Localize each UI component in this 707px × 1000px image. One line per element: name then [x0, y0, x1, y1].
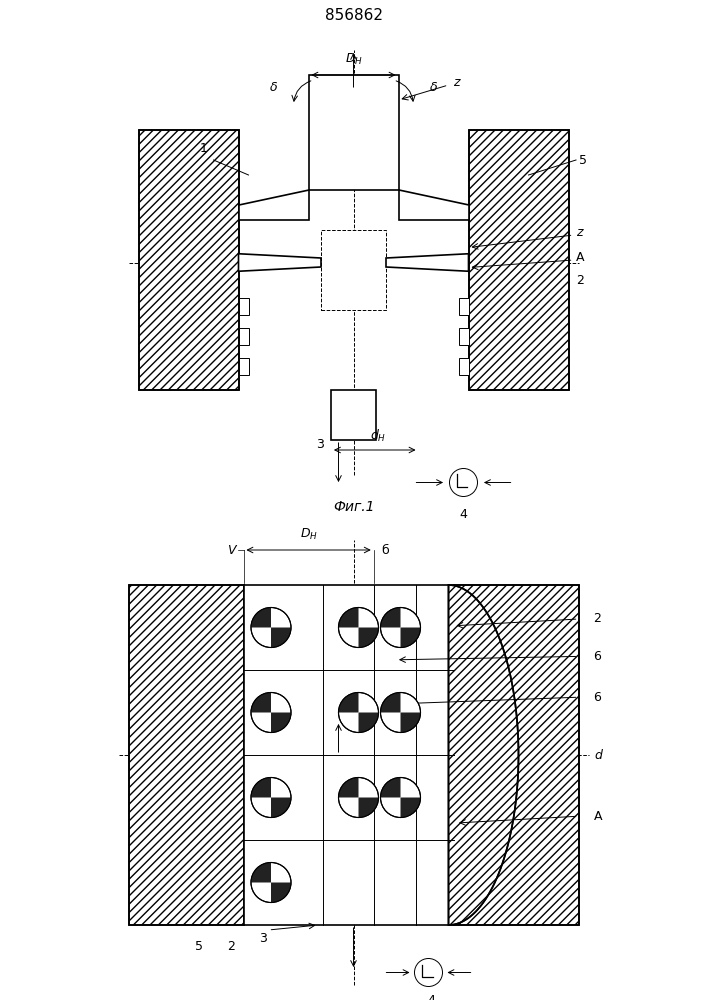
- Text: 6: 6: [593, 650, 602, 663]
- Polygon shape: [386, 254, 469, 271]
- Bar: [139, 130, 238, 390]
- Text: 5: 5: [578, 153, 587, 166]
- Circle shape: [380, 778, 421, 818]
- Bar: [238, 328, 248, 345]
- Bar: [139, 130, 238, 390]
- Text: 2: 2: [576, 273, 584, 286]
- Bar: [469, 130, 568, 390]
- Circle shape: [251, 862, 291, 902]
- Circle shape: [380, 692, 421, 732]
- Text: 5: 5: [194, 940, 202, 953]
- Text: A: A: [576, 251, 585, 264]
- Text: 2: 2: [593, 612, 602, 626]
- Text: A: A: [593, 810, 602, 823]
- Circle shape: [450, 468, 477, 496]
- Circle shape: [339, 778, 378, 818]
- Text: 3: 3: [259, 932, 267, 946]
- Bar: [129, 585, 243, 925]
- Circle shape: [251, 607, 291, 648]
- Polygon shape: [380, 607, 400, 628]
- Bar: [238, 298, 248, 315]
- Bar: [321, 230, 386, 310]
- Bar: [469, 130, 568, 390]
- Circle shape: [380, 607, 421, 648]
- Polygon shape: [400, 712, 421, 732]
- Text: $\delta$: $\delta$: [269, 81, 278, 94]
- Polygon shape: [358, 798, 378, 818]
- Polygon shape: [380, 778, 400, 798]
- Bar: [453, 585, 578, 925]
- Text: z: z: [453, 76, 460, 89]
- Polygon shape: [358, 712, 378, 732]
- Polygon shape: [271, 628, 291, 648]
- Text: б: б: [381, 544, 389, 556]
- Polygon shape: [238, 190, 308, 220]
- Polygon shape: [238, 254, 321, 271]
- Bar: [459, 328, 469, 345]
- Polygon shape: [271, 798, 291, 818]
- Text: 2: 2: [227, 940, 235, 953]
- Polygon shape: [339, 692, 358, 712]
- Text: 1: 1: [199, 142, 207, 155]
- Circle shape: [251, 692, 291, 732]
- Circle shape: [339, 607, 378, 648]
- Polygon shape: [339, 778, 358, 798]
- Circle shape: [414, 958, 443, 986]
- Bar: [308, 75, 399, 190]
- Text: Фиг.1: Фиг.1: [333, 500, 374, 514]
- Polygon shape: [251, 778, 271, 798]
- Text: $D_H$: $D_H$: [344, 52, 363, 68]
- Bar: [331, 390, 376, 440]
- Bar: [129, 585, 243, 925]
- Text: $D_H$: $D_H$: [300, 527, 317, 542]
- Polygon shape: [271, 882, 291, 902]
- Text: 4: 4: [460, 508, 467, 520]
- Polygon shape: [399, 190, 469, 220]
- Text: 6: 6: [593, 691, 602, 704]
- Bar: [238, 358, 248, 375]
- Polygon shape: [339, 607, 358, 628]
- Polygon shape: [358, 628, 378, 648]
- Text: 3: 3: [315, 438, 324, 452]
- Circle shape: [339, 692, 378, 732]
- Text: 856862: 856862: [325, 7, 382, 22]
- Text: V: V: [228, 544, 236, 556]
- Text: $d$: $d$: [593, 748, 604, 762]
- Polygon shape: [380, 692, 400, 712]
- Circle shape: [251, 778, 291, 818]
- Polygon shape: [400, 798, 421, 818]
- Polygon shape: [448, 585, 518, 925]
- Polygon shape: [251, 692, 271, 712]
- Bar: [459, 298, 469, 315]
- Bar: [453, 585, 578, 925]
- Text: 4: 4: [427, 994, 435, 1000]
- Bar: [243, 585, 453, 925]
- Polygon shape: [271, 712, 291, 732]
- Polygon shape: [251, 862, 271, 882]
- Bar: [459, 358, 469, 375]
- Text: $\delta$: $\delta$: [429, 81, 438, 94]
- Text: $d_H$: $d_H$: [370, 428, 387, 444]
- Text: z: z: [576, 226, 583, 239]
- Polygon shape: [251, 607, 271, 628]
- Polygon shape: [400, 628, 421, 648]
